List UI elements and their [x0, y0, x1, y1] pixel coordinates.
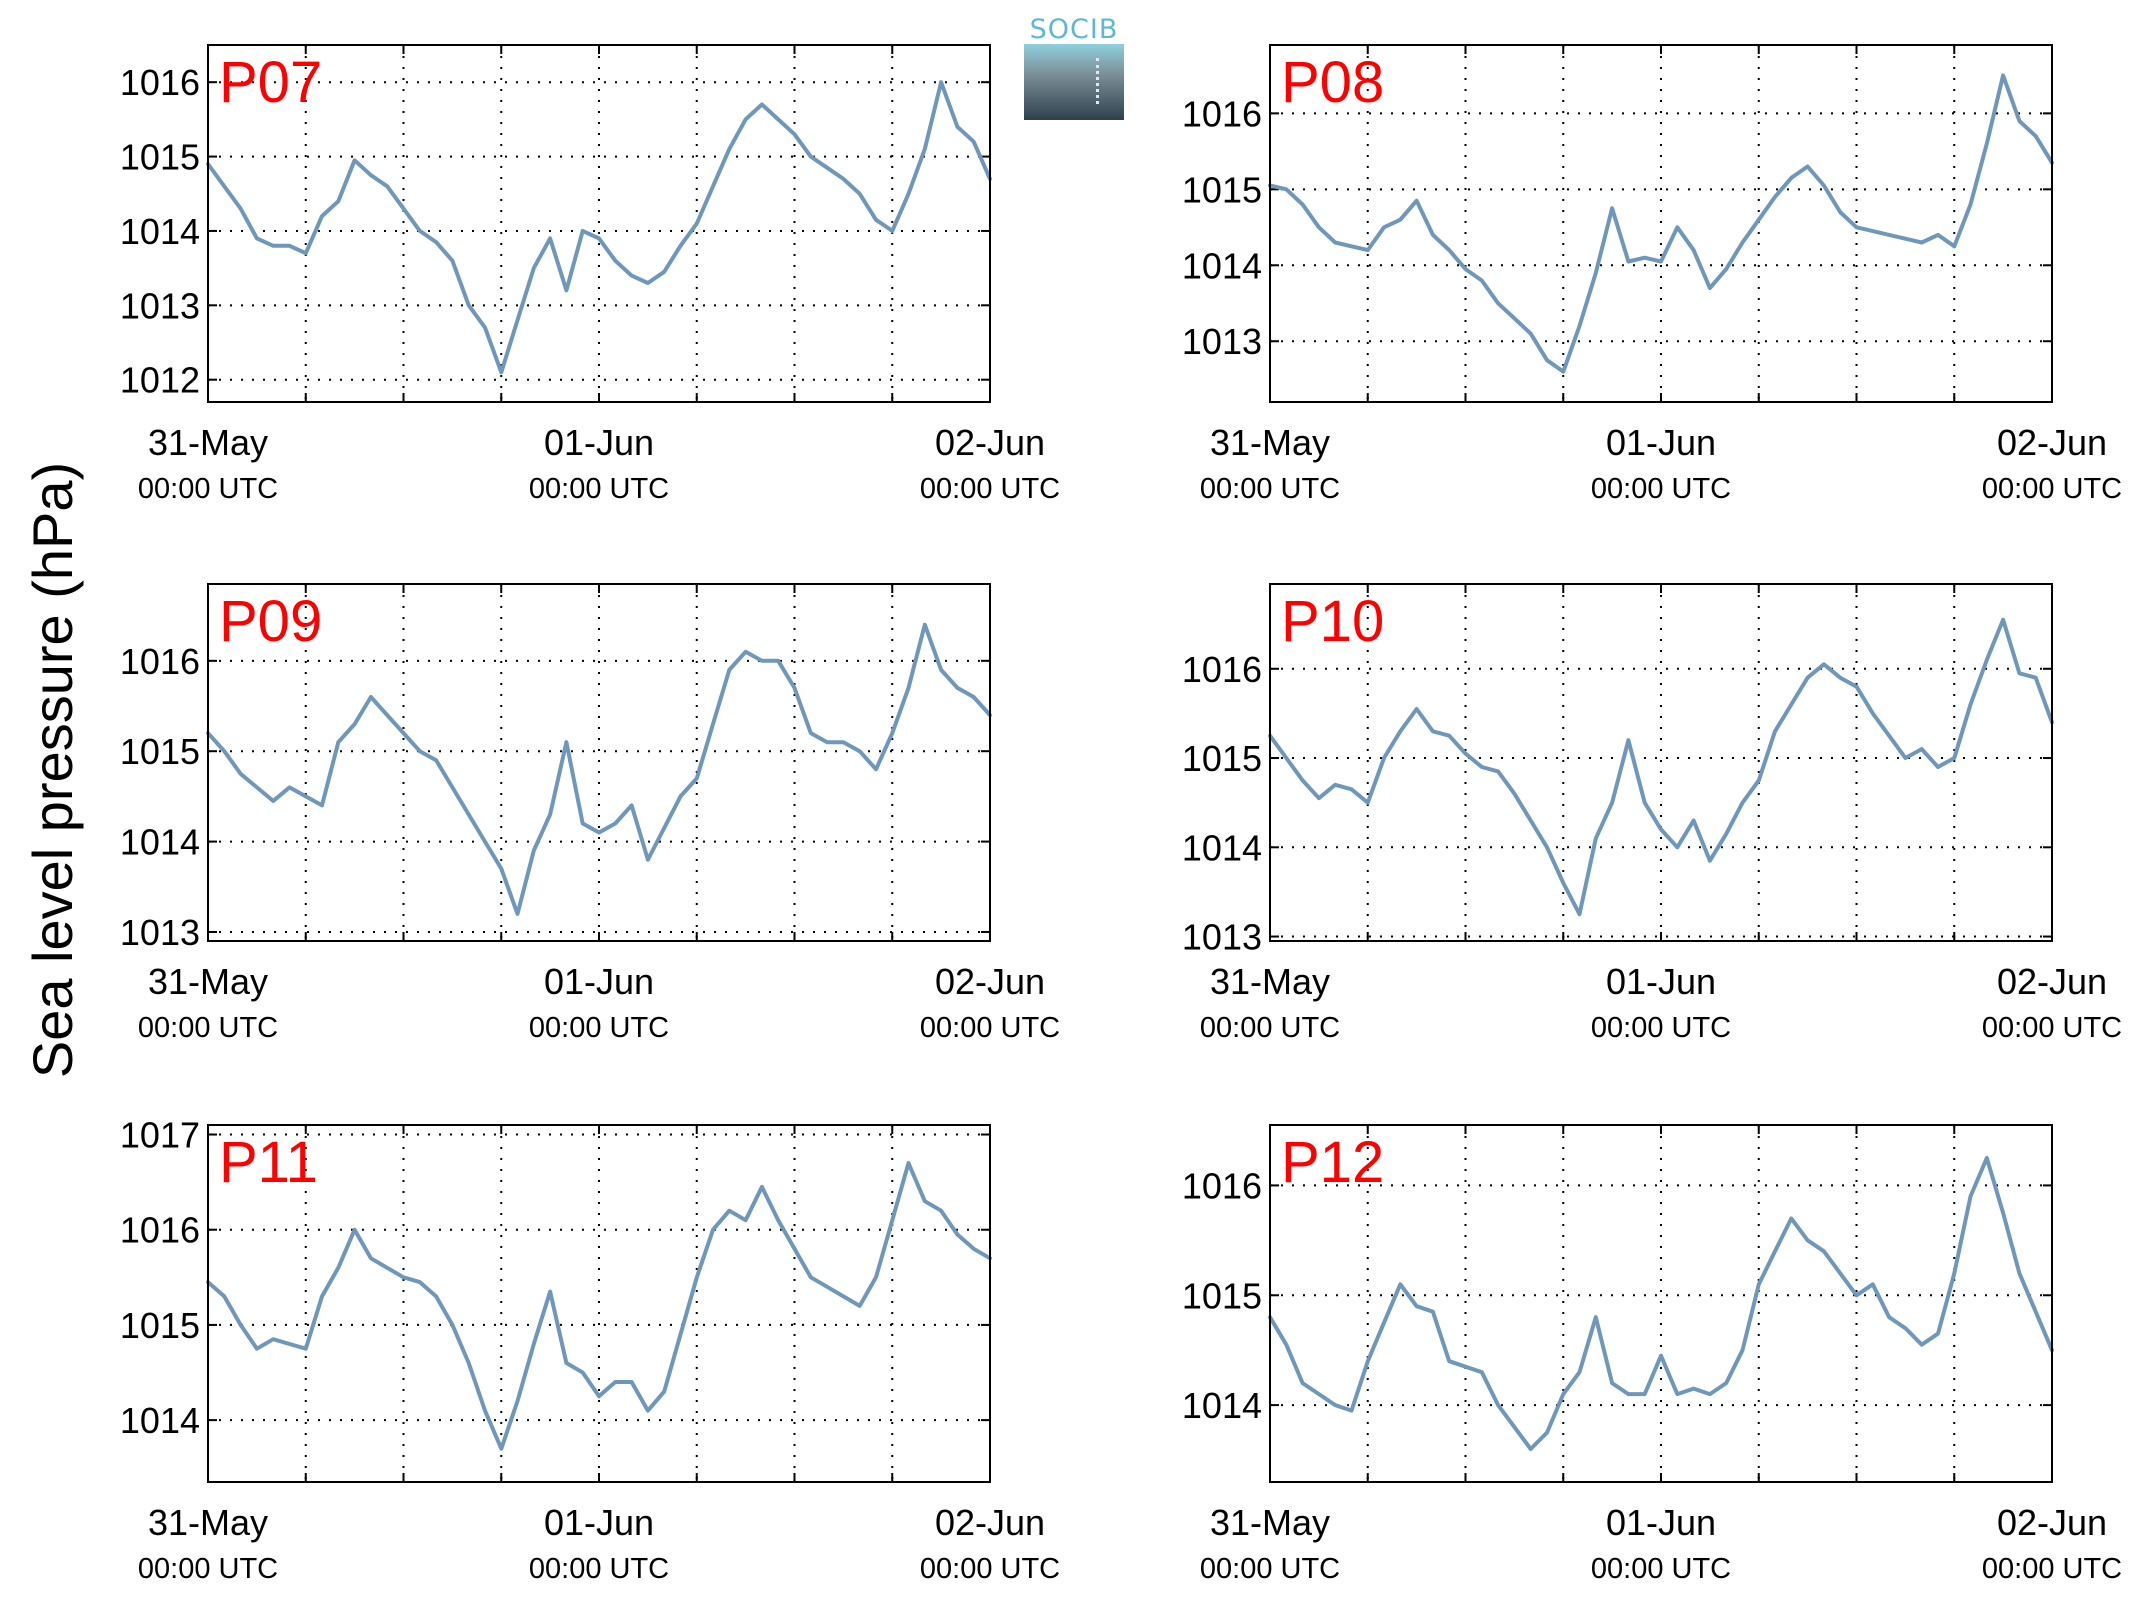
pressure-line	[206, 1161, 992, 1451]
y-tick-label: 1013	[120, 285, 200, 326]
y-tick-label: 1014	[1182, 827, 1262, 868]
x-tick-label: 02-Jun	[1997, 422, 2107, 463]
y-tick-label: 1013	[120, 912, 200, 953]
x-tick-sublabel: 00:00 UTC	[920, 1553, 1060, 1585]
x-tick-label: 01-Jun	[1606, 422, 1716, 463]
x-tick-label: 02-Jun	[1997, 1502, 2107, 1543]
y-tick-label: 1015	[120, 731, 200, 772]
y-tick-label: 1014	[1182, 245, 1262, 286]
x-tick-sublabel: 00:00 UTC	[1200, 473, 1340, 505]
x-tick-sublabel: 00:00 UTC	[1591, 1012, 1731, 1044]
x-tick-label: 31-May	[1210, 1502, 1330, 1543]
x-tick-sublabel: 00:00 UTC	[1982, 1012, 2122, 1044]
x-tick-sublabel: 00:00 UTC	[1982, 1553, 2122, 1585]
x-tick-label: 02-Jun	[1997, 961, 2107, 1002]
x-tick-label: 31-May	[1210, 422, 1330, 463]
x-tick-label: 01-Jun	[1606, 961, 1716, 1002]
x-tick-sublabel: 00:00 UTC	[1591, 473, 1731, 505]
x-tick-label: 31-May	[148, 1502, 268, 1543]
y-tick-label: 1016	[120, 62, 200, 103]
x-tick-sublabel: 00:00 UTC	[138, 1553, 278, 1585]
y-tick-label: 1016	[120, 1210, 200, 1251]
x-tick-sublabel: 00:00 UTC	[529, 473, 669, 505]
y-tick-label: 1015	[1182, 738, 1262, 779]
x-tick-label: 01-Jun	[1606, 1502, 1716, 1543]
axes-frame	[207, 583, 991, 942]
panel-p11: 1014 1015 1016 1017 31-May 00:00 UTC 01-Jun 00:…	[120, 1115, 1060, 1585]
panel-p12: 1014 1015 1016 31-May 00:00 UTC 01-Jun 00:00 U…	[1182, 1124, 2122, 1585]
x-tick-label: 31-May	[1210, 961, 1330, 1002]
station-label: P10	[1281, 589, 1384, 654]
x-tick-sublabel: 00:00 UTC	[138, 1012, 278, 1044]
y-tick-label: 1016	[120, 641, 200, 682]
y-tick-label: 1015	[120, 1305, 200, 1346]
y-axis-label: Sea level pressure (hPa)	[21, 462, 84, 1078]
y-tick-label: 1012	[120, 360, 200, 401]
y-tick-label: 1014	[1182, 1385, 1262, 1426]
x-tick-sublabel: 00:00 UTC	[920, 473, 1060, 505]
x-tick-label: 02-Jun	[935, 961, 1045, 1002]
panel-p09: 1013 1014 1015 1016 31-May 00:00 UTC 01-Jun 00:…	[120, 583, 1060, 1044]
axes-frame	[1269, 1124, 2053, 1483]
x-tick-sublabel: 00:00 UTC	[529, 1012, 669, 1044]
station-label: P09	[219, 589, 322, 654]
logo-text: SOCIB	[1029, 14, 1119, 45]
x-tick-label: 31-May	[148, 961, 268, 1002]
pressure-line	[1268, 73, 2054, 374]
x-tick-label: 02-Jun	[935, 1502, 1045, 1543]
y-tick-label: 1014	[120, 1400, 200, 1441]
pressure-line	[1268, 617, 2054, 917]
y-tick-label: 1016	[1182, 649, 1262, 690]
x-tick-sublabel: 00:00 UTC	[1200, 1012, 1340, 1044]
axes-frame	[207, 1124, 991, 1483]
x-tick-sublabel: 00:00 UTC	[1200, 1553, 1340, 1585]
y-tick-label: 1014	[120, 822, 200, 863]
x-tick-sublabel: 00:00 UTC	[1591, 1553, 1731, 1585]
logo-graphic	[1024, 44, 1124, 120]
x-tick-label: 01-Jun	[544, 422, 654, 463]
x-tick-label: 01-Jun	[544, 1502, 654, 1543]
y-tick-label: 1017	[120, 1115, 200, 1156]
y-tick-label: 1016	[1182, 1165, 1262, 1206]
pressure-line	[206, 622, 992, 916]
x-tick-sublabel: 00:00 UTC	[1982, 473, 2122, 505]
pressure-line	[206, 80, 992, 375]
x-tick-sublabel: 00:00 UTC	[138, 473, 278, 505]
y-tick-label: 1016	[1182, 93, 1262, 134]
logo-dots	[1096, 58, 1099, 104]
socib-logo: SOCIB	[1024, 14, 1124, 120]
station-label: P07	[219, 50, 322, 115]
panel-p08: 1013 1014 1015 1016 31-May 00:00 UTC 01-Jun 00:…	[1182, 44, 2122, 505]
panels: 1012 1013 1014 1015 1016 31-May 00:00 UTC 01-Ju…	[120, 44, 2122, 1585]
x-tick-label: 31-May	[148, 422, 268, 463]
axes-frame	[207, 44, 991, 403]
x-tick-sublabel: 00:00 UTC	[920, 1012, 1060, 1044]
y-tick-label: 1013	[1182, 917, 1262, 958]
x-tick-sublabel: 00:00 UTC	[529, 1553, 669, 1585]
panel-p07: 1012 1013 1014 1015 1016 31-May 00:00 UTC 01-Ju…	[120, 44, 1060, 505]
x-tick-label: 02-Jun	[935, 422, 1045, 463]
y-tick-label: 1013	[1182, 321, 1262, 362]
y-tick-label: 1015	[120, 137, 200, 178]
station-label: P11	[219, 1130, 318, 1195]
pressure-line	[1268, 1156, 2054, 1451]
axes-frame	[1269, 583, 2053, 942]
station-label: P08	[1281, 50, 1384, 115]
y-tick-label: 1014	[120, 211, 200, 252]
x-tick-label: 01-Jun	[544, 961, 654, 1002]
axes-frame	[1269, 44, 2053, 403]
station-label: P12	[1281, 1130, 1384, 1195]
y-tick-label: 1015	[1182, 169, 1262, 210]
y-tick-label: 1015	[1182, 1275, 1262, 1316]
panel-p10: 1013 1014 1015 1016 31-May 00:00 UTC 01-Jun 00:…	[1182, 583, 2122, 1044]
